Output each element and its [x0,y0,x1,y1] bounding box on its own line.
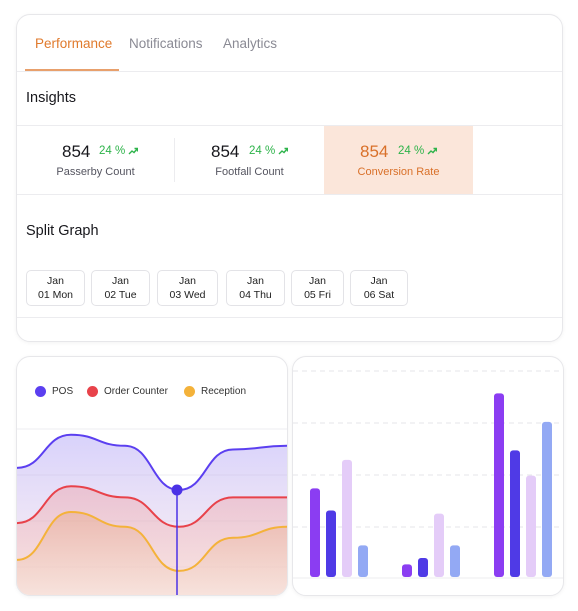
trend-up-icon [278,147,288,155]
divider [174,138,175,182]
date-chip[interactable]: Jan 02 Tue [91,270,150,306]
date-month: Jan [370,275,388,287]
legend-label: Reception [201,386,247,397]
area-chart [17,428,287,595]
legend-swatch [87,386,98,397]
bar[interactable] [418,558,428,577]
date-month: Jan [112,275,129,287]
date-day: 06 Sat [363,289,395,301]
metric-change: 24 % [99,145,126,157]
legend-swatch [184,386,195,397]
tab-notifications[interactable]: Notifications [129,36,203,51]
insights-title: Insights [26,90,76,106]
series-line-1 [17,485,287,528]
trend-up-icon [128,147,138,155]
date-chip[interactable]: Jan 05 Fri [291,270,344,306]
tab-bar: Performance Notifications Analytics [17,15,562,72]
date-chip[interactable]: Jan 04 Thu [226,270,285,306]
metric-change: 24 % [249,145,276,157]
bar[interactable] [310,488,320,577]
metric-value: 854 [211,142,240,161]
metric-conversion-rate[interactable]: 854 24 % Conversion Rate [324,126,473,194]
tab-analytics[interactable]: Analytics [223,36,278,51]
bar[interactable] [358,545,368,577]
metric-passerby-count[interactable]: 854 24 % Passerby Count [17,126,174,194]
legend-label: POS [52,386,74,397]
metric-footfall-count[interactable]: 854 24 % Footfall Count [175,126,324,194]
bar[interactable] [494,393,504,577]
date-day: 03 Wed [169,289,206,301]
bar[interactable] [450,545,460,577]
date-month: Jan [179,275,196,287]
split-graph-title: Split Graph [26,223,99,239]
bar[interactable] [434,513,444,577]
metric-label: Conversion Rate [357,166,440,178]
date-day: 02 Tue [104,289,137,301]
metric-change: 24 % [398,145,425,157]
bar-chart [293,370,563,579]
performance-panel: Performance Notifications Analytics Insi… [16,14,563,342]
date-month: Jan [247,275,264,287]
date-day: 04 Thu [239,289,272,301]
date-day: 05 Fri [304,289,331,301]
active-tab-indicator [25,69,119,71]
series-line-0 [17,433,287,491]
bar[interactable] [510,450,520,577]
date-chip[interactable]: Jan 03 Wed [157,270,218,306]
divider [17,317,562,318]
metric-label: Passerby Count [56,166,135,178]
bar[interactable] [326,510,336,578]
area-fill-2 [17,512,287,595]
date-day: 01 Mon [37,289,74,301]
metric-value: 854 [360,142,389,161]
series-line-2 [17,511,287,572]
cursor-point[interactable] [171,484,183,496]
metric-label: Footfall Count [215,166,284,178]
bar[interactable] [526,475,536,577]
trend-up-icon [427,147,437,155]
bar-chart-card [292,356,564,596]
bar[interactable] [402,564,412,577]
tab-performance[interactable]: Performance [35,36,113,51]
legend-swatch [35,386,46,397]
metric-value: 854 [62,142,91,161]
bar[interactable] [342,459,352,577]
bar[interactable] [542,421,552,577]
date-chip[interactable]: Jan 06 Sat [350,270,408,306]
date-month: Jan [309,275,326,287]
area-chart-card: POS Order Counter Reception [16,356,288,596]
legend-label: Order Counter [104,386,168,397]
date-chip[interactable]: Jan 01 Mon [26,270,85,306]
date-month: Jan [47,275,64,287]
metrics-row: 854 24 % Passerby Count 854 24 % Footfal… [17,125,562,195]
